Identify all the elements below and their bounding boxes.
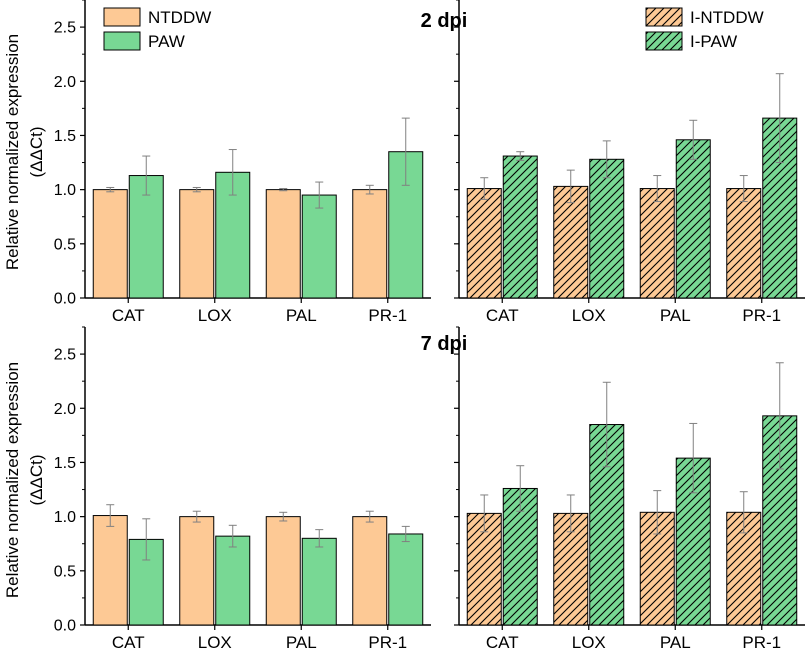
legend-swatch-paw bbox=[103, 31, 141, 51]
x-tick-label: LOX bbox=[198, 633, 232, 652]
x-tick-label: PAL bbox=[286, 633, 317, 652]
bar-paw-pal bbox=[301, 194, 337, 299]
x-tick-label: LOX bbox=[198, 306, 232, 325]
bar-ntddw-cat bbox=[92, 515, 128, 626]
legend-swatch-i-paw bbox=[645, 31, 683, 51]
y-axis-label-top-unit: (ΔΔCt) bbox=[27, 126, 46, 177]
panel-7dpi-inoc: CAT LOX PAL PR-1 bbox=[454, 326, 805, 652]
bar-ntddw-pr-1 bbox=[352, 189, 388, 299]
bar-paw-cat bbox=[128, 538, 164, 626]
panel-7dpi-uninoc: 0.0 0.5 1.0 1.5 2.0 2.5 CAT LOX PAL PR-1 bbox=[54, 326, 431, 652]
x-tick-label: PR-1 bbox=[368, 633, 407, 652]
bar-i-ntddw-cat bbox=[466, 188, 502, 299]
y-tick-label: 1.5 bbox=[54, 128, 76, 145]
y-axis-label-top: Relative normalized expression bbox=[3, 34, 22, 270]
bar-paw-pr-1 bbox=[388, 533, 424, 626]
y-tick-label: 0.0 bbox=[54, 291, 76, 308]
bar-i-paw-lox bbox=[589, 158, 625, 299]
y-tick-label: 1.0 bbox=[54, 182, 76, 199]
y-tick-label: 0.0 bbox=[54, 618, 76, 635]
y-axis-label-bottom-unit: (ΔΔCt) bbox=[27, 454, 46, 505]
bar-i-paw-pal bbox=[675, 139, 711, 299]
legend-label-i-paw: I-PAW bbox=[690, 32, 737, 51]
x-tick-label: PAL bbox=[286, 306, 317, 325]
legend-swatch-i-ntddw bbox=[645, 7, 683, 27]
panel-title-2dpi: 2 dpi bbox=[421, 10, 468, 32]
x-tick-label: PAL bbox=[660, 306, 691, 325]
y-tick-label: 2.5 bbox=[54, 20, 76, 37]
bar-ntddw-lox bbox=[179, 516, 215, 626]
legend-left: NTDDW PAW bbox=[103, 7, 211, 51]
x-tick-label: CAT bbox=[486, 633, 519, 652]
bar-i-paw-cat bbox=[502, 487, 538, 626]
legend-label-paw: PAW bbox=[148, 32, 185, 51]
bar-ntddw-pal bbox=[265, 189, 301, 299]
bar-i-ntddw-pr-1 bbox=[726, 188, 762, 299]
y-tick-label: 2.0 bbox=[54, 401, 76, 418]
x-tick-label: CAT bbox=[112, 633, 145, 652]
legend-label-i-ntddw: I-NTDDW bbox=[690, 8, 764, 27]
x-tick-label: CAT bbox=[112, 306, 145, 325]
panel-2dpi-inoc: CAT LOX PAL PR-1 bbox=[454, 0, 805, 325]
x-tick-label: LOX bbox=[572, 633, 606, 652]
x-tick-label: CAT bbox=[486, 306, 519, 325]
bar-ntddw-lox bbox=[179, 189, 215, 299]
y-axis-label-bottom: Relative normalized expression bbox=[3, 362, 22, 598]
panel-2dpi-uninoc: 0.0 0.5 1.0 1.5 2.0 2.5 CAT LOX PAL PR-1 bbox=[54, 0, 431, 325]
bar-ntddw-pal bbox=[265, 516, 301, 626]
y-tick-label: 1.5 bbox=[54, 455, 76, 472]
y-tick-label: 2.0 bbox=[54, 74, 76, 91]
bar-i-paw-cat bbox=[502, 155, 538, 299]
legend-right: I-NTDDW I-PAW bbox=[645, 7, 764, 51]
x-tick-label: LOX bbox=[572, 306, 606, 325]
legend-swatch-ntddw bbox=[103, 7, 141, 27]
legend-label-ntddw: NTDDW bbox=[148, 8, 211, 27]
x-tick-label: PR-1 bbox=[742, 306, 781, 325]
bar-ntddw-cat bbox=[92, 189, 128, 299]
bar-i-ntddw-pal bbox=[639, 188, 675, 299]
y-tick-label: 0.5 bbox=[54, 563, 76, 580]
bar-paw-cat bbox=[128, 175, 164, 299]
y-tick-label: 0.5 bbox=[54, 236, 76, 253]
y-tick-label: 1.0 bbox=[54, 509, 76, 526]
y-tick-label: 2.5 bbox=[54, 347, 76, 364]
bar-ntddw-pr-1 bbox=[352, 516, 388, 626]
bar-paw-lox bbox=[215, 535, 251, 626]
panel-title-7dpi: 7 dpi bbox=[421, 333, 468, 355]
bar-i-ntddw-lox bbox=[553, 185, 589, 299]
bar-paw-pal bbox=[301, 537, 337, 626]
x-tick-label: PR-1 bbox=[742, 633, 781, 652]
x-tick-label: PR-1 bbox=[368, 306, 407, 325]
x-tick-label: PAL bbox=[660, 633, 691, 652]
